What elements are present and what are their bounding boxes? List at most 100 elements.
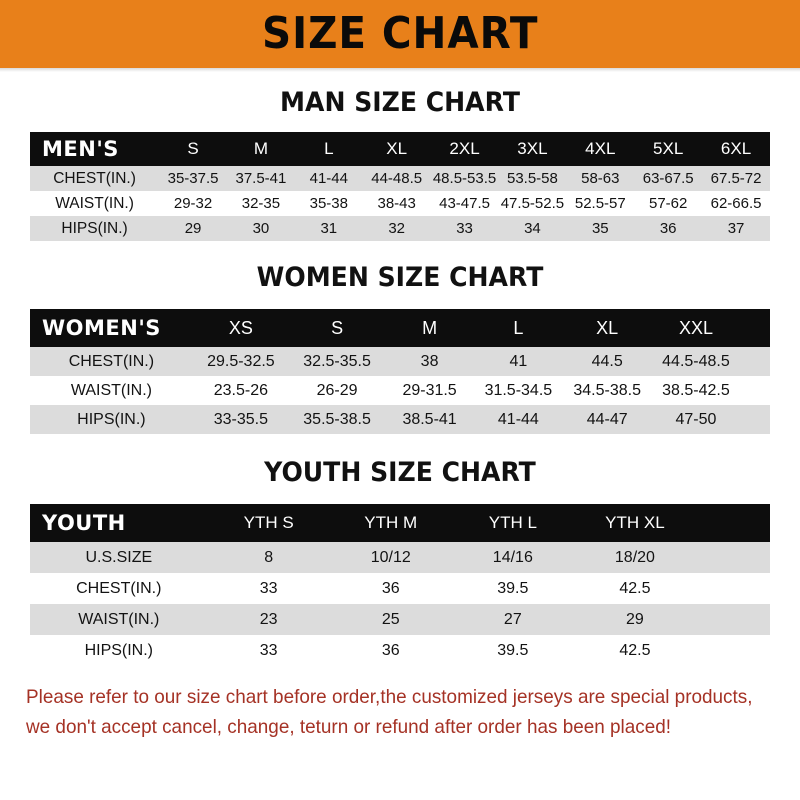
women-row-label: WAIST(IN.)	[70, 381, 152, 399]
women-cell: 41-44	[497, 410, 539, 428]
youth-table-header-row: YOUTH YTH S YTH M YTH L YTH XL	[30, 504, 770, 542]
table-row: CHEST(IN.) 33 36 39.5 42.5	[30, 573, 770, 604]
youth-cell: 33	[259, 641, 278, 659]
man-cell: 47.5-52.5	[500, 195, 565, 212]
man-cell: 63-67.5	[642, 170, 694, 187]
women-cell: 23.5-26	[213, 381, 269, 399]
man-cell: 62-66.5	[710, 195, 762, 212]
women-column-header: XL	[596, 317, 619, 338]
youth-cell: 23	[259, 610, 278, 628]
table-row: WAIST(IN.) 23 25 27 29	[30, 604, 770, 635]
women-header-row-label: WOMEN'S	[42, 316, 161, 340]
man-cell: 35	[591, 220, 609, 237]
women-cell: 29-31.5	[402, 381, 457, 399]
youth-column-header: YTH XL	[605, 513, 665, 532]
man-cell: 35-37.5	[167, 170, 219, 187]
youth-cell-empty	[696, 635, 770, 666]
youth-cell-empty	[696, 542, 770, 573]
page-banner: SIZE CHART	[0, 0, 800, 68]
women-cell: 38	[420, 352, 439, 370]
youth-cell: 27	[503, 610, 522, 628]
man-cell: 29-32	[173, 195, 213, 212]
youth-cell: 42.5	[619, 641, 651, 659]
women-cell-empty	[740, 376, 770, 405]
man-header-row-label: MEN'S	[42, 137, 119, 161]
banner-shadow-divider	[0, 68, 800, 72]
women-cell: 29.5-32.5	[207, 352, 275, 370]
women-cell: 33-35.5	[213, 410, 269, 428]
youth-column-header: YTH L	[488, 513, 537, 532]
youth-cell: 42.5	[619, 579, 651, 597]
man-row-label: WAIST(IN.)	[55, 194, 134, 212]
women-cell-empty	[740, 405, 770, 434]
youth-row-label: CHEST(IN.)	[76, 579, 162, 597]
man-cell: 41-44	[309, 170, 348, 187]
youth-cell-empty	[696, 573, 770, 604]
youth-row-label: WAIST(IN.)	[78, 610, 160, 628]
notice-line-2: we don't accept cancel, change, teturn o…	[26, 716, 672, 738]
man-column-header: 4XL	[585, 139, 616, 158]
table-row: U.S.SIZE 8 10/12 14/16 18/20	[30, 542, 770, 573]
youth-row-label: HIPS(IN.)	[84, 641, 154, 659]
page-title: SIZE CHART	[261, 8, 539, 59]
women-cell: 32.5-35.5	[303, 352, 371, 370]
youth-size-table-wrapper: YOUTH YTH S YTH M YTH L YTH XL U.S.SIZE …	[30, 504, 770, 666]
women-column-header: XXL	[678, 317, 713, 338]
women-column-header: XS	[228, 317, 253, 338]
man-column-header: 6XL	[720, 139, 752, 158]
youth-cell: 18/20	[614, 548, 655, 566]
youth-cell: 33	[259, 579, 278, 597]
man-cell: 35-38	[309, 195, 348, 212]
table-row: HIPS(IN.) 33-35.5 35.5-38.5 38.5-41 41-4…	[30, 405, 770, 434]
man-column-header: 2XL	[449, 139, 480, 158]
youth-size-table: YOUTH YTH S YTH M YTH L YTH XL U.S.SIZE …	[30, 504, 770, 666]
man-row-label: HIPS(IN.)	[61, 219, 128, 237]
man-cell: 57-62	[648, 195, 688, 212]
youth-cell: 36	[381, 579, 400, 597]
man-cell: 53.5-58	[506, 170, 558, 187]
women-column-header: M	[422, 317, 438, 338]
youth-cell: 39.5	[497, 579, 529, 597]
women-size-table-wrapper: WOMEN'S XS S M L XL XXL CHEST(IN.) 29.5-…	[30, 309, 770, 434]
women-cell: 47-50	[675, 410, 717, 428]
man-cell: 37.5-41	[235, 170, 287, 187]
women-cell: 38.5-42.5	[662, 381, 730, 399]
man-cell: 58-63	[581, 170, 620, 187]
man-cell: 30	[252, 220, 270, 237]
youth-row-label: U.S.SIZE	[85, 548, 153, 566]
man-cell: 48.5-53.5	[432, 170, 497, 187]
man-cell: 38-43	[377, 195, 416, 212]
man-cell: 37	[727, 220, 745, 237]
man-column-header: M	[253, 139, 268, 158]
man-cell: 31	[320, 220, 338, 237]
youth-header-row-label: YOUTH	[42, 511, 126, 535]
women-cell: 35.5-38.5	[303, 410, 371, 428]
women-column-header: L	[513, 317, 524, 338]
man-cell: 32	[388, 220, 406, 237]
youth-cell: 25	[381, 610, 400, 628]
youth-column-header: YTH S	[243, 513, 294, 532]
youth-section-title: YOUTH SIZE CHART	[264, 457, 536, 488]
man-cell: 52.5-57	[574, 195, 626, 212]
women-row-label: HIPS(IN.)	[77, 410, 146, 428]
women-cell: 31.5-34.5	[484, 381, 553, 399]
youth-cell: 36	[381, 641, 400, 659]
youth-column-header-empty	[696, 504, 770, 542]
women-cell: 38.5-41	[402, 410, 457, 428]
man-cell: 29	[184, 220, 202, 237]
table-row: CHEST(IN.) 35-37.5 37.5-41 41-44 44-48.5…	[30, 166, 770, 191]
women-cell: 44-47	[586, 410, 628, 428]
women-table-header-row: WOMEN'S XS S M L XL XXL	[30, 309, 770, 347]
table-row: HIPS(IN.) 33 36 39.5 42.5	[30, 635, 770, 666]
table-row: WAIST(IN.) 29-32 32-35 35-38 38-43 43-47…	[30, 191, 770, 216]
women-cell: 44.5-48.5	[662, 352, 730, 370]
youth-column-header: YTH M	[364, 513, 418, 532]
table-row: CHEST(IN.) 29.5-32.5 32.5-35.5 38 41 44.…	[30, 347, 770, 376]
man-cell: 32-35	[241, 195, 281, 212]
man-cell: 36	[659, 220, 677, 237]
man-size-table: MEN'S S M L XL 2XL 3XL 4XL 5XL 6XL CHEST…	[30, 132, 770, 241]
youth-cell: 14/16	[492, 548, 533, 566]
women-cell: 44.5	[591, 352, 623, 370]
notice-line-1: Please refer to our size chart before or…	[26, 686, 753, 708]
